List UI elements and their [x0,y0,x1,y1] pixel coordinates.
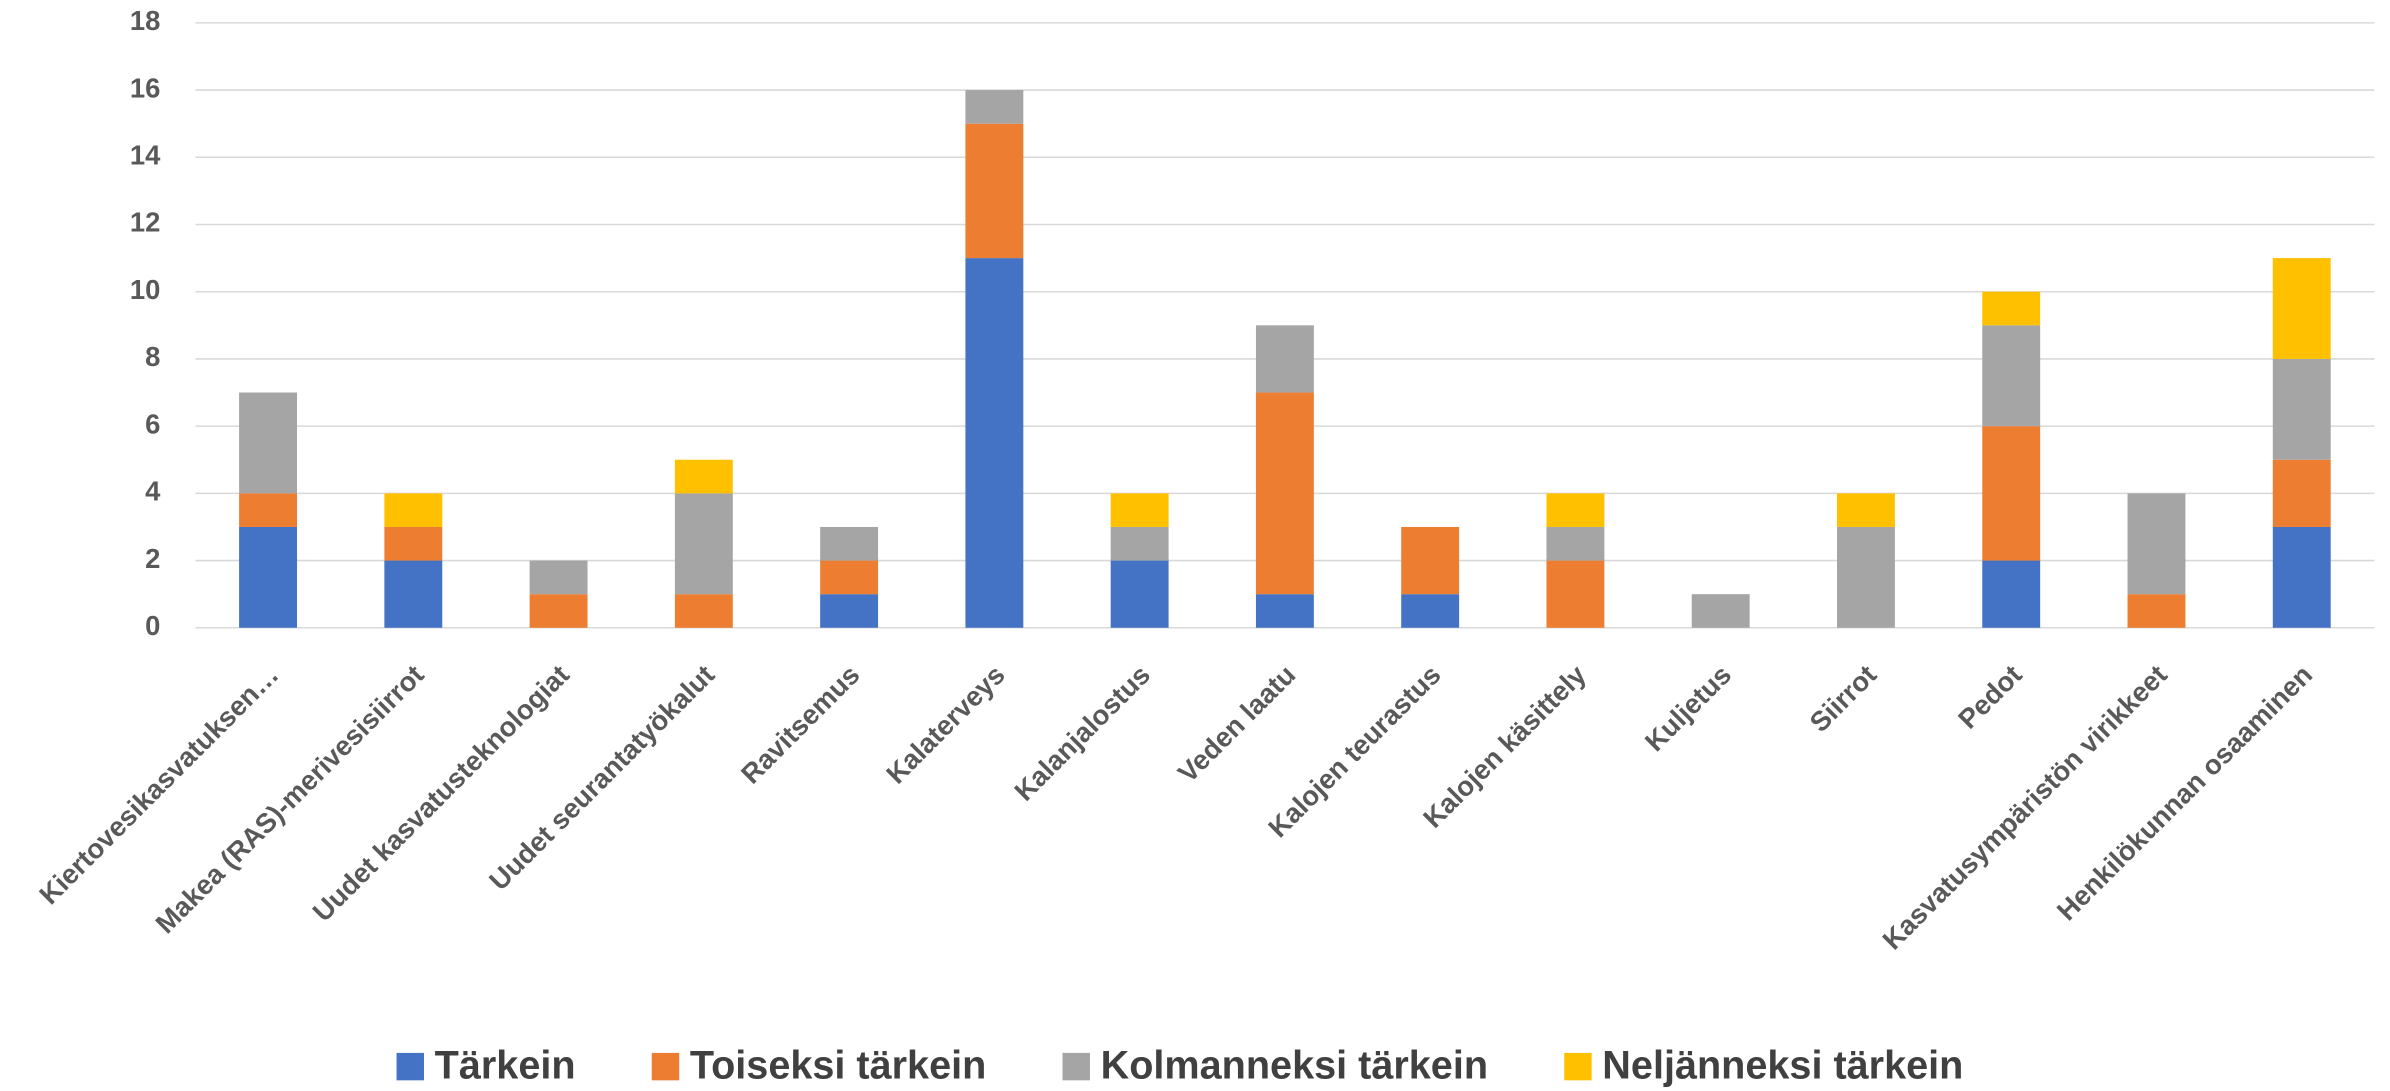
x-tick-label: Kalaterveys [880,659,1011,790]
bar-segment [820,560,879,595]
bar-segment [239,526,298,628]
bar-segment [674,594,733,628]
bar-segment [529,594,588,628]
bar-segment [239,493,298,527]
legend-label: Neljänneksi tärkein [1602,1044,1963,1088]
y-tick-label: 16 [130,72,160,103]
y-tick-label: 14 [130,140,161,171]
bar-segment [1982,325,2041,427]
bar-segment [2272,459,2331,527]
y-tick-label: 2 [145,543,160,574]
x-tick-label: Uudet kasvatusteknologiat [306,659,575,928]
x-tick-label: Kalojen käsittely [1417,658,1592,833]
y-tick-label: 18 [130,5,160,36]
bar-segment [820,594,879,628]
bar-segment [1110,560,1169,628]
bar-segment [965,90,1024,124]
y-tick-label: 4 [145,476,161,507]
bar-segment [1110,526,1169,561]
bar-segment [674,459,733,494]
bar-segment [1982,560,2041,628]
bar-segment [1546,493,1605,527]
bar-segment [1401,594,1460,628]
legend-label: Kolmanneksi tärkein [1101,1044,1488,1088]
legend-swatch [1062,1052,1090,1081]
x-tick-label: Ravitsemus [735,659,866,790]
legend-label: Toiseksi tärkein [690,1044,986,1088]
x-tick-label: Veden laatu [1172,659,1302,789]
y-tick-label: 8 [145,341,160,372]
bar-segment [820,526,879,561]
bar-segment [2272,358,2331,460]
x-tick-label: Pedot [1952,659,2028,735]
bar-segment [384,560,443,628]
bar-segment [2272,258,2331,359]
y-tick-label: 0 [145,610,160,641]
x-tick-label: Makea (RAS)-merivesisiirrot [149,659,429,939]
bar-segment [1255,392,1314,595]
bar-segment [1546,526,1605,561]
x-tick-label: Kuljetus [1639,659,1737,757]
y-tick-label: 10 [130,274,160,305]
x-tick-label: Henkilökunnan osaaminen [2051,659,2318,926]
bar-segment [1837,526,1895,628]
bar-segment [2127,594,2186,628]
bar-segment [1110,493,1169,527]
legend-swatch [1564,1052,1592,1081]
x-tick-label: Kasvatusympäristön virikkeet [1876,659,2173,956]
legend-swatch [396,1052,424,1081]
legend-label: Tärkein [435,1044,576,1088]
bar-segment [1982,426,2041,561]
bar-segment [1255,325,1314,393]
bar-segment [1546,560,1605,628]
bar-segment [2272,526,2331,628]
x-tick-label: Siirrot [1803,659,1882,738]
bar-segment [1401,526,1460,595]
legend-swatch [651,1052,680,1081]
bar-segment [965,258,1024,628]
bar-segment [529,560,588,595]
bar-segment [1837,493,1895,527]
bar-segment [1691,594,1750,628]
x-tick-label: Kalanjalostus [1008,659,1156,807]
bar-segment [384,526,443,561]
y-tick-label: 12 [130,207,160,238]
x-tick-label: Kiertovesikasvatuksen… [33,659,284,910]
bar-segment [1982,291,2041,326]
bar-segment [1255,594,1314,628]
y-tick-label: 6 [145,408,160,439]
bar-segment [674,493,733,595]
bar-segment [965,123,1024,259]
bar-segment [2127,493,2186,595]
bar-segment [384,493,443,527]
bar-segment [239,392,298,494]
